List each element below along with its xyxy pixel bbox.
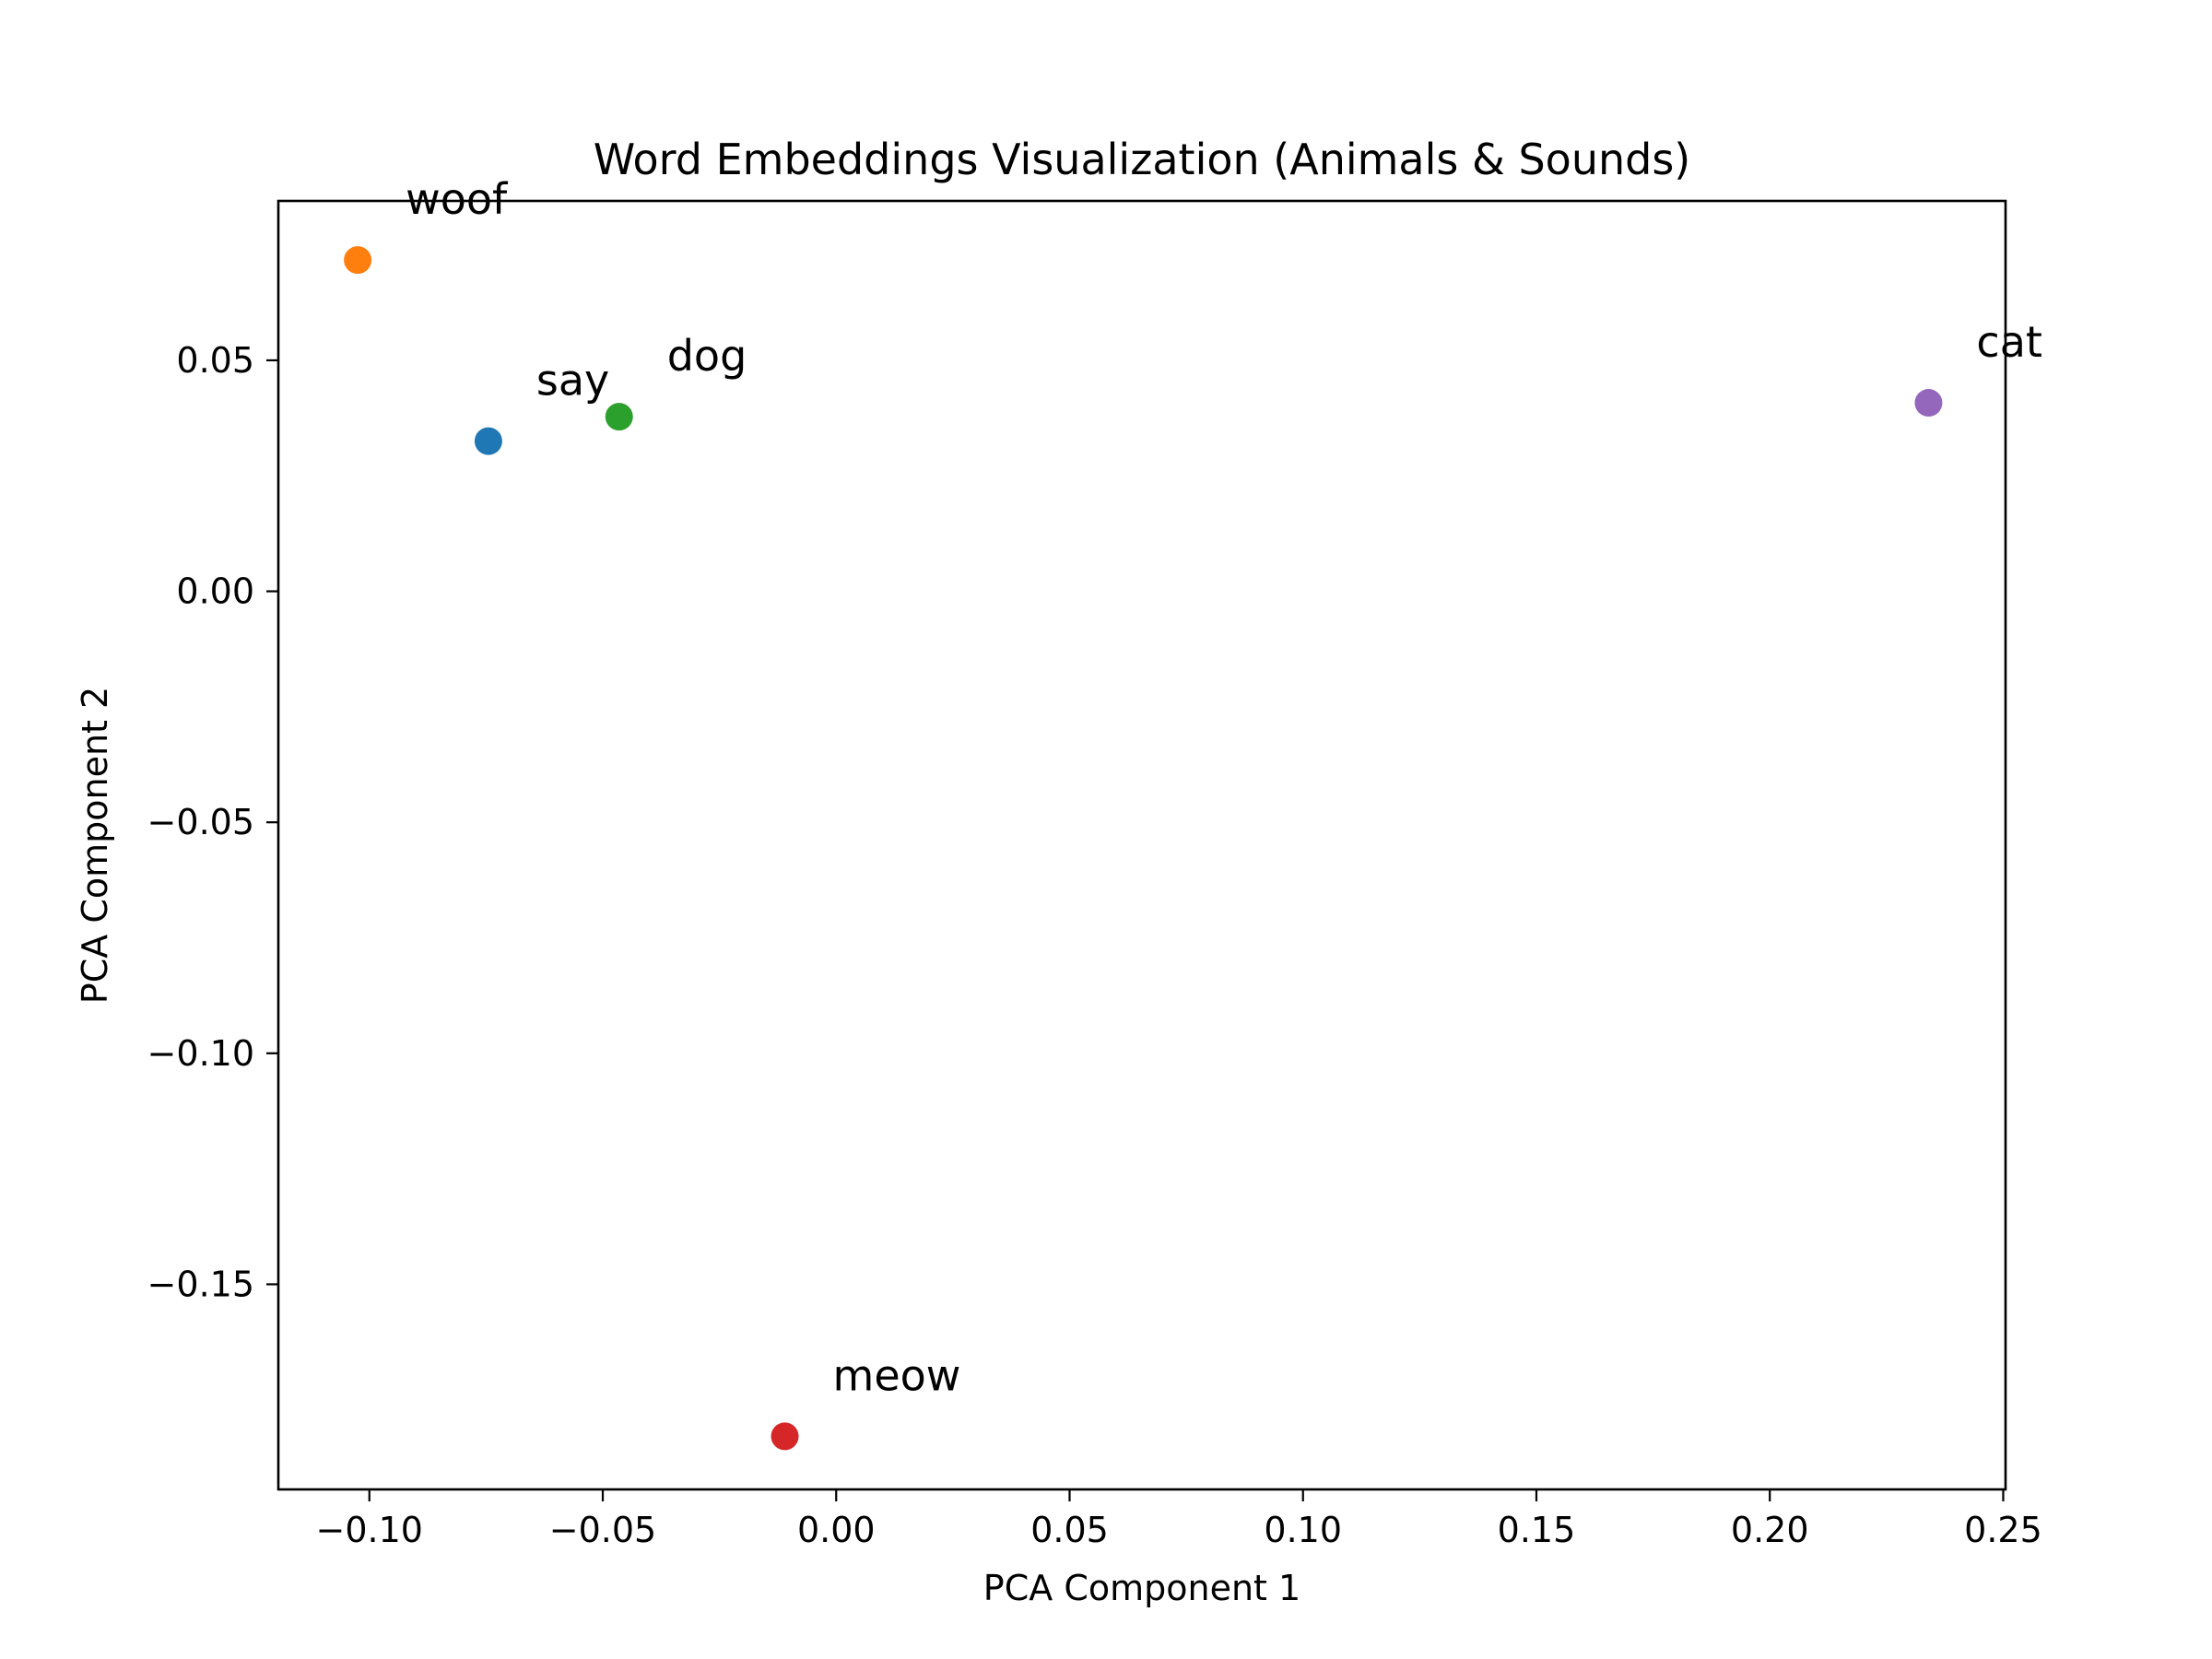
y-tick-label: −0.10 [147,1033,254,1074]
x-tick-label: 0.20 [1731,1510,1809,1550]
point-label-meow: meow [833,1350,961,1400]
x-tick-label: 0.00 [797,1510,876,1550]
x-axis: −0.10 −0.05 0.00 0.05 0.10 0.15 0.20 0.25 [316,1489,2042,1550]
data-point-woof [344,246,372,275]
x-tick-label: 0.25 [1964,1510,2042,1550]
y-tick-label: −0.05 [147,802,254,842]
x-tick-label: 0.05 [1030,1510,1109,1550]
y-tick-label: 0.00 [176,571,254,612]
x-tick-label: −0.05 [549,1510,656,1550]
axes-frame [276,199,2007,1491]
x-axis-title: PCA Component 1 [983,1568,1300,1608]
point-label-dog: dog [667,331,747,381]
x-tick-label: 0.15 [1498,1510,1576,1550]
data-point-dog [605,403,633,431]
point-label-woof: woof [406,174,509,224]
x-tick-label: −0.10 [316,1510,423,1550]
data-point-say [474,427,502,455]
chart-title: Word Embeddings Visualization (Animals &… [594,135,1691,184]
point-label-cat: cat [1976,317,2042,367]
y-axis-title: PCA Component 2 [75,687,115,1004]
y-tick-label: −0.15 [147,1264,254,1304]
point-label-say: say [536,356,609,406]
data-point-cat [1914,389,1943,418]
plot-area: say woof dog meow cat [344,174,2042,1451]
y-axis: 0.05 0.00 −0.05 −0.10 −0.15 [147,340,278,1304]
x-tick-label: 0.10 [1264,1510,1342,1550]
data-point-meow [771,1422,799,1451]
y-tick-label: 0.05 [176,340,254,381]
